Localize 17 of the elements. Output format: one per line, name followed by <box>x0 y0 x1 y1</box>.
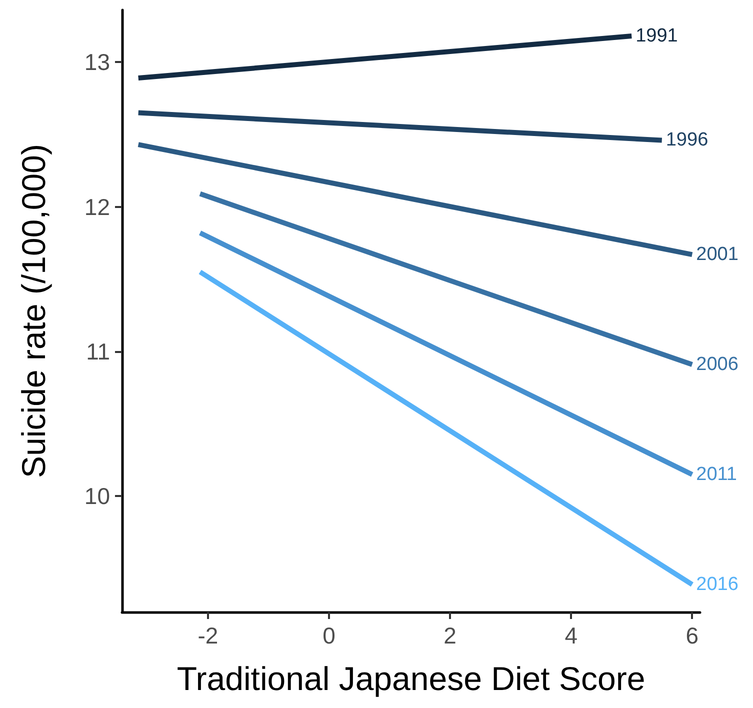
y-tick-label: 11 <box>86 338 110 365</box>
series-label: 2011 <box>696 464 737 486</box>
x-axis-title: Traditional Japanese Diet Score <box>176 660 646 697</box>
series-label: 2006 <box>696 354 738 376</box>
y-tick-label: 13 <box>84 49 110 76</box>
x-tick-label: 2 <box>444 622 456 648</box>
series-label: 1996 <box>666 130 708 151</box>
x-tick-label: 6 <box>686 622 699 648</box>
y-tick-label: 12 <box>84 194 110 220</box>
series-label: 2001 <box>696 244 738 266</box>
y-axis-title: Suicide rate (/100,000) <box>15 144 52 478</box>
y-tick-label: 10 <box>84 483 110 510</box>
x-tick-label: 4 <box>564 622 578 648</box>
x-tick-label: 0 <box>322 622 336 648</box>
series-label: 1991 <box>636 26 678 47</box>
x-tick-label: -2 <box>198 622 218 648</box>
series-label: 2016 <box>696 574 738 596</box>
